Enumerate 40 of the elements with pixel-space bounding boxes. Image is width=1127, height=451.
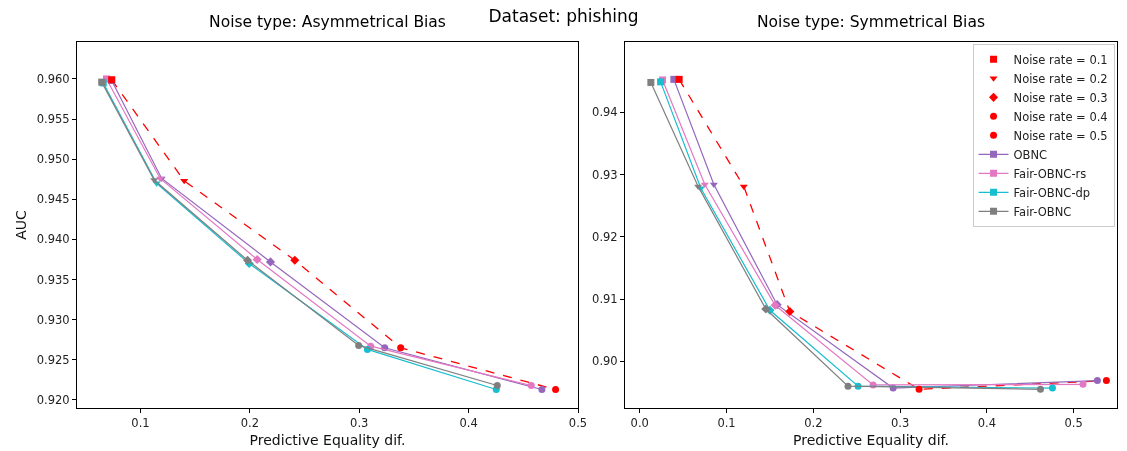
legend-label: Fair-OBNC-rs bbox=[1013, 166, 1087, 181]
x-axis-title: Predictive Equality dif. bbox=[793, 432, 949, 449]
y-tick-label: 0.950 bbox=[36, 152, 70, 167]
y-tick-label: 0.940 bbox=[36, 232, 70, 247]
text: Dataset: phishing bbox=[488, 6, 639, 26]
y-tick-label: 0.92 bbox=[592, 229, 618, 244]
y-tick-label: 0.925 bbox=[36, 352, 70, 367]
x-tick-label: 0.2 bbox=[240, 415, 259, 430]
y-tick-label: 0.955 bbox=[36, 112, 70, 127]
y-tick-label: 0.90 bbox=[592, 354, 618, 369]
legend-label: Noise rate = 0.3 bbox=[1013, 90, 1108, 105]
legend-label: Noise rate = 0.5 bbox=[1013, 128, 1108, 143]
y-tick-label: 0.960 bbox=[36, 71, 70, 86]
y-tick-label: 0.94 bbox=[592, 105, 618, 120]
y-tick-label: 0.935 bbox=[36, 272, 70, 287]
chart-title: Noise type: Symmetrical Bias bbox=[757, 13, 985, 32]
y-tick-label: 0.91 bbox=[592, 292, 618, 307]
x-tick-label: 0.2 bbox=[804, 415, 823, 430]
x-axis-title: Predictive Equality dif. bbox=[249, 432, 406, 449]
chart-title: Noise type: Asymmetrical Bias bbox=[209, 13, 446, 32]
y-tick-label: 0.945 bbox=[36, 192, 70, 207]
legend-label: Noise rate = 0.1 bbox=[1013, 52, 1108, 67]
x-tick-label: 0.1 bbox=[131, 415, 150, 430]
legend-label: Noise rate = 0.4 bbox=[1013, 109, 1108, 124]
legend-label: OBNC bbox=[1013, 147, 1048, 162]
legend-label: Fair-OBNC-dp bbox=[1013, 185, 1091, 200]
x-tick-label: 0.1 bbox=[717, 415, 736, 430]
y-tick-label: 0.930 bbox=[36, 312, 70, 327]
x-tick-label: 0.4 bbox=[977, 415, 996, 430]
x-tick-label: 0.0 bbox=[630, 415, 649, 430]
y-tick-label: 0.920 bbox=[36, 392, 70, 407]
x-tick-label: 0.3 bbox=[890, 415, 910, 430]
legend-label: Fair-OBNC bbox=[1013, 204, 1072, 219]
x-tick-label: 0.5 bbox=[568, 415, 588, 430]
y-tick-label: 0.93 bbox=[592, 167, 618, 182]
x-tick-label: 0.4 bbox=[459, 415, 478, 430]
x-tick-label: 0.3 bbox=[350, 415, 369, 430]
x-tick-label: 0.5 bbox=[1064, 415, 1083, 430]
y-axis-title: AUC bbox=[13, 209, 30, 240]
legend-label: Noise rate = 0.2 bbox=[1013, 71, 1108, 86]
